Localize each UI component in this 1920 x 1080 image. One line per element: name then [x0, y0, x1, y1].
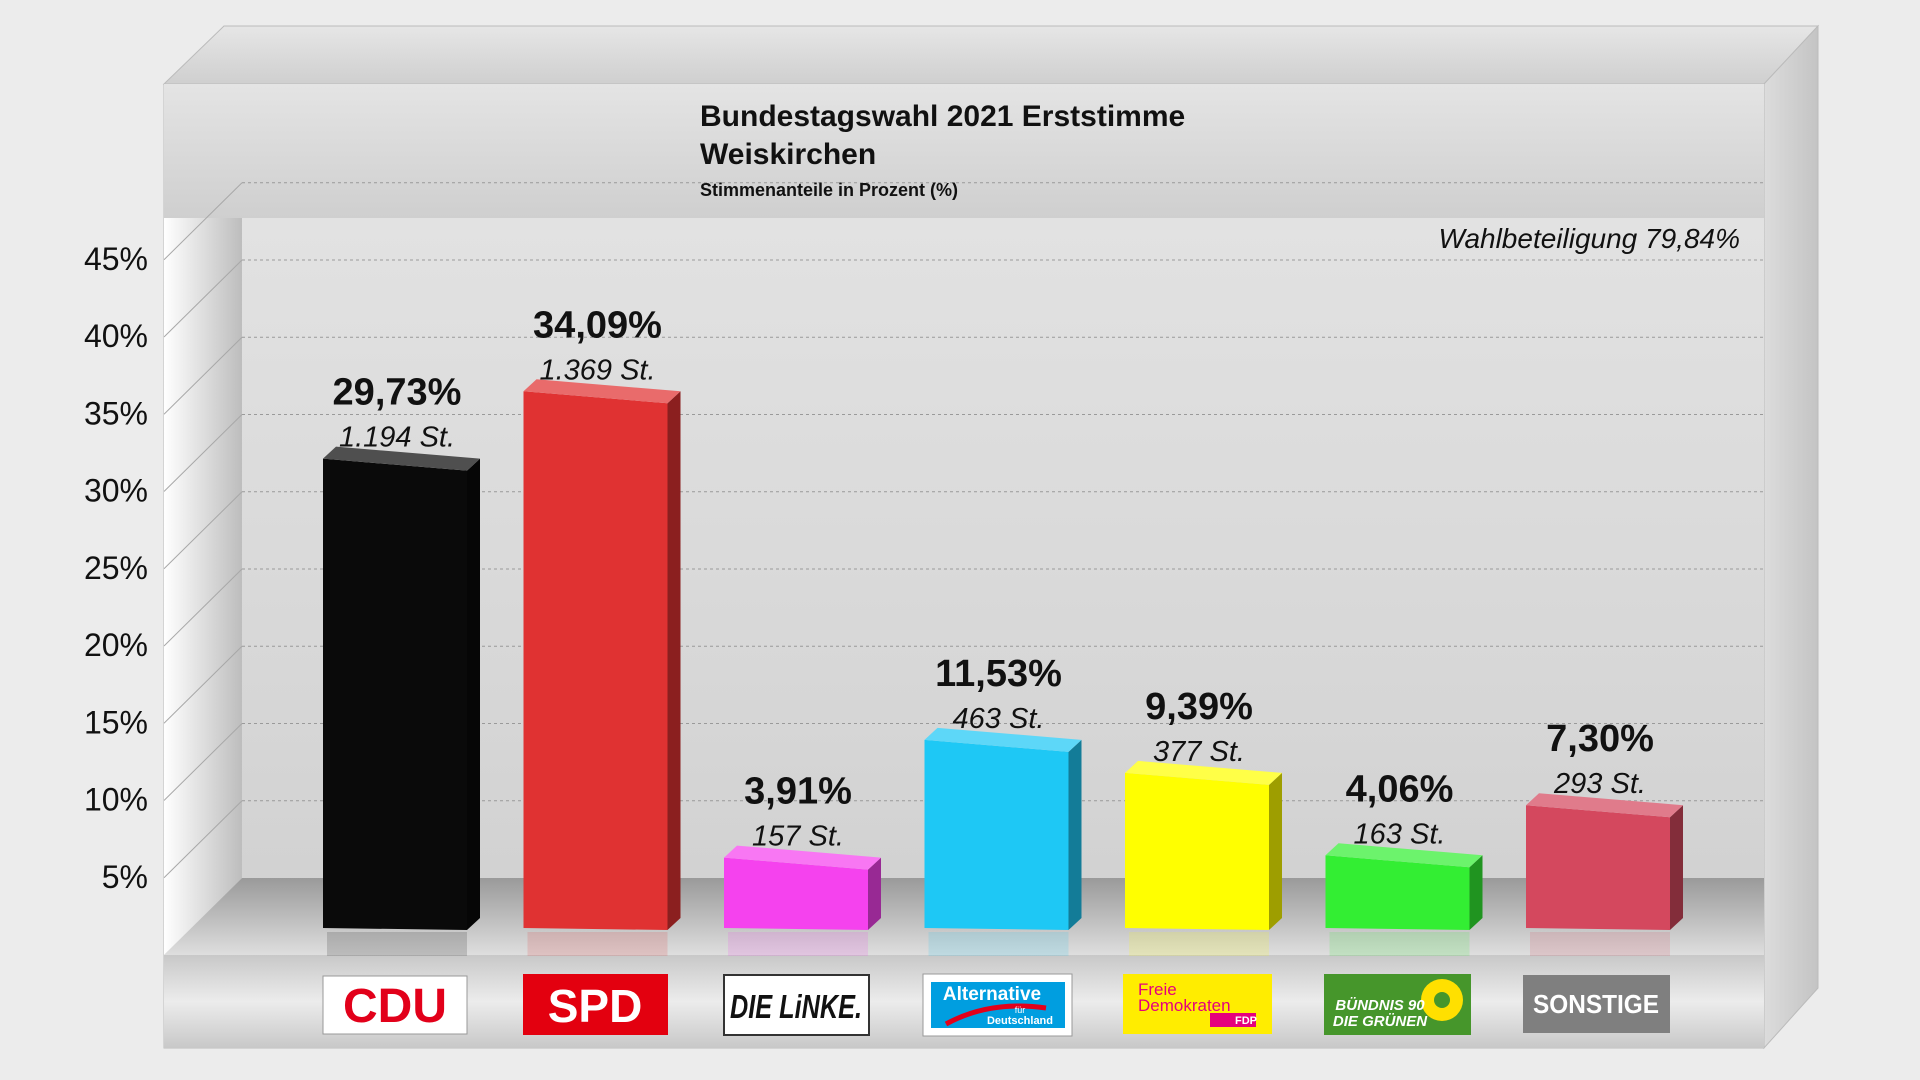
gridline-side [163, 182, 243, 261]
gridline-side [163, 414, 243, 492]
gridline-side [163, 645, 243, 724]
bar-value-label: 11,53% [935, 653, 1062, 695]
bar-value-label: 29,73% [333, 372, 462, 414]
logo-spd-text: SPD [548, 980, 643, 1032]
gridline-side [163, 723, 243, 801]
logo-sonstige: SONSTIGE [1523, 975, 1670, 1033]
bar-reflection [1329, 932, 1470, 956]
logo-sonstige-text: SONSTIGE [1533, 989, 1659, 1019]
bar-front [1526, 805, 1670, 930]
y-tick-label: 40% [84, 318, 148, 354]
bar-votes-label: 377 St. [1153, 736, 1245, 768]
logo-afd-line2: für [1015, 1005, 1026, 1015]
turnout-annotation: Wahlbeteiligung 79,84% [1439, 223, 1740, 254]
logo-fdp: Freie Demokraten FDP [1123, 974, 1272, 1034]
bar-value-label: 34,09% [533, 304, 662, 346]
bar-side [1068, 739, 1082, 930]
bar-front [523, 391, 668, 930]
logo-cdu-text: CDU [343, 980, 447, 1033]
y-tick-label: 25% [84, 550, 148, 586]
bar-front [724, 857, 868, 930]
logo-fdp-badge: FDP [1235, 1015, 1257, 1027]
y-tick-label: 5% [102, 859, 148, 895]
bar-reflection [1129, 932, 1269, 956]
gridline-side [163, 259, 243, 338]
bar-top [724, 845, 881, 870]
bar-value-label: 3,91% [744, 771, 852, 813]
bar-votes-label: 1.194 St. [339, 422, 455, 454]
bar: 7,30% 293 St. [1526, 718, 1683, 956]
bar-votes-label: 1.369 St. [539, 354, 655, 386]
bar-top [1526, 793, 1683, 818]
bar-top [523, 379, 681, 404]
bar-side [1269, 772, 1282, 930]
y-tick-label: 30% [84, 473, 148, 509]
bar-value-label: 9,39% [1145, 686, 1253, 728]
logo-cdu: CDU [322, 975, 468, 1035]
gridline-side [163, 568, 243, 647]
bar: 29,73% 1.194 St. [323, 372, 480, 956]
frame-top-face [162, 25, 1820, 85]
plot-left-wall [164, 218, 242, 955]
bar-top [1125, 760, 1282, 785]
y-tick-label: 10% [84, 782, 148, 818]
bar-votes-label: 293 St. [1553, 768, 1646, 800]
bar-top [924, 727, 1082, 752]
gridlines [163, 182, 1764, 879]
logo-fdp-line1: Freie [1138, 980, 1177, 999]
bar: 11,53% 463 St. [924, 653, 1082, 956]
bar-reflection [527, 932, 668, 956]
bar-votes-label: 157 St. [752, 821, 844, 853]
y-tick-label: 35% [84, 395, 148, 431]
bar-front [924, 739, 1069, 930]
logo-afd: Alternative für Deutschland [922, 973, 1073, 1037]
logo-afd-line1: Alternative [943, 984, 1041, 1005]
logo-spd: SPD [523, 974, 668, 1035]
logo-afd-line3: Deutschland [987, 1015, 1053, 1027]
bar: 4,06% 163 St. [1325, 768, 1483, 956]
chart-subtitle: Weiskirchen [700, 138, 876, 171]
logo-gruene-line1: BÜNDNIS 90 [1335, 997, 1425, 1014]
bar-side [1670, 805, 1683, 930]
logo-gruene-line2: DIE GRÜNEN [1333, 1013, 1428, 1030]
logo-linke: DIE LiNKE. [723, 974, 870, 1036]
y-axis: 5% 10% 15% 20% 25% 30% 35% 40% 45% [84, 241, 148, 895]
chart-header-panel [164, 84, 1764, 218]
y-tick-label: 15% [84, 704, 148, 740]
logo-gruene: BÜNDNIS 90 DIE GRÜNEN [1324, 974, 1471, 1035]
party-logos: CDU SPD DIE LiNKE. Alternative für Deuts… [322, 973, 1670, 1037]
gridline-side [163, 491, 243, 570]
bar-reflection [327, 932, 467, 956]
bar-front [1125, 772, 1269, 930]
bars: 29,73% 1.194 St. 34,09% 1.369 St. 3,91% 157 S… [323, 304, 1683, 956]
bar: 34,09% 1.369 St. [523, 304, 681, 956]
chart-title: Bundestagswahl 2021 Erststimme [700, 100, 1185, 133]
bar: 9,39% 377 St. [1125, 686, 1282, 956]
y-tick-label: 45% [84, 241, 148, 277]
bar-front [323, 458, 467, 930]
bar-votes-label: 463 St. [953, 703, 1045, 735]
unit-note: Stimmenanteile in Prozent (%) [700, 180, 958, 200]
bar-side [667, 391, 681, 930]
frame-right-face [1763, 24, 1819, 1050]
bar: 3,91% 157 St. [724, 771, 881, 956]
bar-side [1469, 855, 1483, 930]
bar-reflection [928, 932, 1069, 956]
bar-reflection [728, 932, 868, 956]
logo-linke-text: DIE LiNKE. [730, 988, 862, 1025]
gridline-side [163, 800, 243, 879]
logo-fdp-line2: Demokraten [1138, 996, 1231, 1015]
bar-front [1325, 855, 1470, 930]
bar-top [1325, 843, 1483, 868]
gridline-side [163, 336, 243, 415]
bar-value-label: 7,30% [1546, 718, 1654, 760]
bar-value-label: 4,06% [1346, 768, 1454, 810]
bar-top [323, 446, 480, 471]
bar-side [868, 857, 881, 930]
bar-votes-label: 163 St. [1354, 818, 1446, 850]
bar-reflection [1530, 932, 1670, 956]
y-tick-label: 20% [84, 627, 148, 663]
bar-side [467, 458, 480, 930]
